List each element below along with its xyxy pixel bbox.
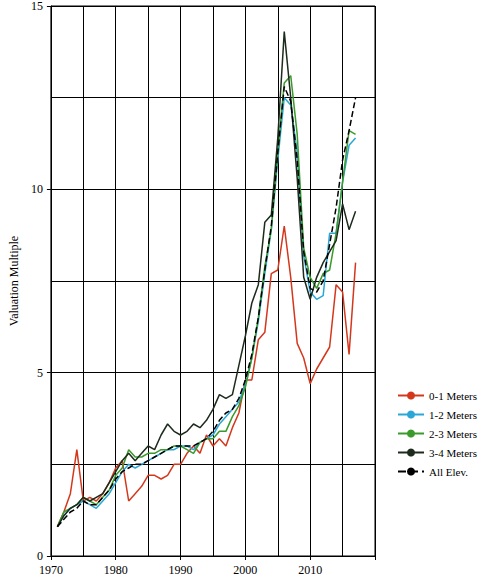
- svg-text:2000: 2000: [233, 563, 257, 577]
- svg-text:Valuation Multiple: Valuation Multiple: [7, 236, 21, 326]
- svg-text:1970: 1970: [39, 563, 63, 577]
- svg-text:1990: 1990: [169, 563, 193, 577]
- svg-text:0-1 Meters: 0-1 Meters: [429, 390, 477, 402]
- svg-text:2010: 2010: [298, 563, 322, 577]
- svg-text:15: 15: [31, 0, 43, 13]
- svg-text:1980: 1980: [104, 563, 128, 577]
- svg-text:3-4 Meters: 3-4 Meters: [429, 447, 477, 459]
- svg-text:10: 10: [31, 182, 43, 196]
- svg-text:1-2 Meters: 1-2 Meters: [429, 409, 477, 421]
- svg-text:5: 5: [37, 366, 43, 380]
- svg-text:0: 0: [37, 549, 43, 563]
- svg-text:2-3 Meters: 2-3 Meters: [429, 428, 477, 440]
- svg-text:All Elev.: All Elev.: [429, 466, 468, 478]
